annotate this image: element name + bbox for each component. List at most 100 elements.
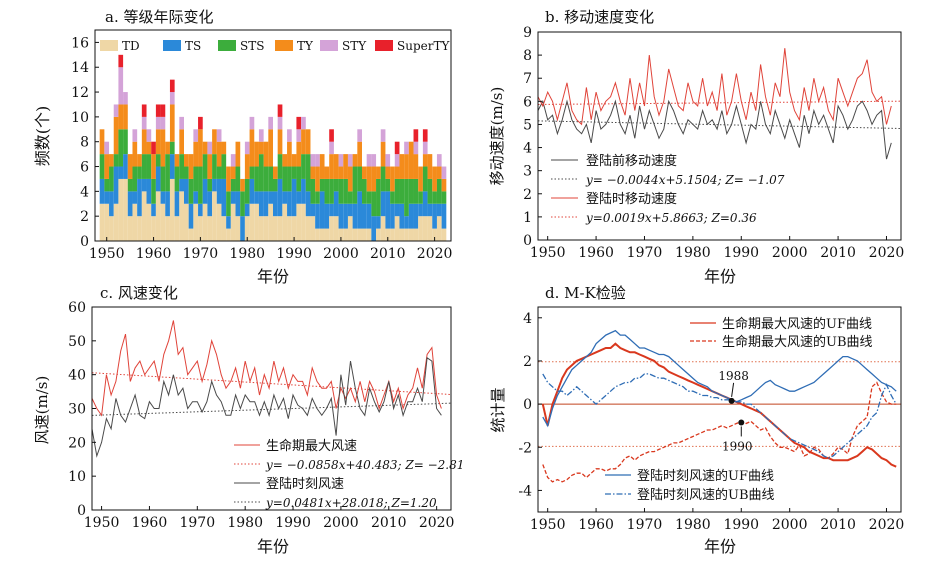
- panel-c-ytick-label: 50: [68, 334, 86, 350]
- bar-TD-2013: [399, 228, 405, 241]
- trend-line-0: [91, 372, 452, 396]
- panel-d-xtick-label: 1990: [723, 517, 759, 533]
- bar-TD-1987: [277, 216, 283, 241]
- bar-SuperTY-1960: [151, 141, 156, 155]
- panel-a-ytick-label: 14: [71, 60, 89, 76]
- bar-TD-1981: [249, 203, 255, 241]
- bar-STY-1961: [155, 116, 161, 130]
- bar-STY-2002: [347, 154, 353, 167]
- bar-TD-1957: [137, 216, 142, 241]
- bar-TY-1981: [249, 129, 255, 167]
- bar-TY-2002: [347, 166, 353, 192]
- legend-label-2: 登陆时刻风速的UF曲线: [637, 468, 774, 484]
- panel-d-ytick-label: 0: [523, 397, 532, 413]
- bar-TD-1995: [315, 228, 320, 241]
- bar-TS-1987: [277, 178, 283, 217]
- bar-STY-2018: [422, 141, 428, 155]
- bar-TS-1977: [230, 191, 236, 204]
- bar-TS-1996: [319, 191, 325, 229]
- bar-TY-1956: [132, 141, 138, 167]
- bar-STS-2005: [362, 178, 367, 204]
- bar-TY-1949: [99, 129, 105, 155]
- bar-TY-1984: [263, 141, 269, 167]
- bar-STS-1982: [254, 166, 259, 192]
- panel-c-ytick-label: 30: [68, 402, 86, 418]
- trend-line-1: [537, 100, 902, 105]
- legend-swatch-TD: [100, 40, 118, 51]
- bar-TD-1982: [254, 203, 259, 241]
- panel-a-ytick-label: 10: [71, 110, 89, 126]
- mk-series-3: [542, 373, 897, 459]
- bar-TS-1981: [249, 178, 255, 204]
- bar-TY-1954: [123, 104, 128, 130]
- bar-STY-2016: [413, 141, 419, 155]
- bar-SuperTY-1987: [277, 104, 283, 117]
- panel-c-xtick-label: 2010: [371, 515, 407, 531]
- bar-TD-1984: [263, 216, 269, 241]
- bar-TY-1990: [291, 154, 297, 167]
- legend-label-1: y= −0.0858x+40.483; Z= −2.81: [265, 458, 464, 472]
- bar-STS-2012: [394, 178, 400, 204]
- panel-b-ytick-label: 9: [523, 25, 532, 41]
- bar-STS-1993: [305, 154, 311, 192]
- bar-TY-1960: [151, 154, 156, 179]
- bar-STS-1994: [310, 178, 316, 204]
- panel-b-axes: 1950 1960 1970 1980 1990 2000 2010 2020 0 1 2 3 4 5 6 7…: [523, 25, 904, 261]
- legend-label-2: 登陆时刻风速: [266, 476, 344, 492]
- bar-TS-1986: [273, 191, 278, 217]
- bar-STY-1962: [160, 116, 166, 130]
- legend-label-0: 生命期最大风速: [266, 438, 357, 454]
- bar-TY-2011: [390, 166, 395, 192]
- bar-STS-1958: [141, 154, 147, 179]
- bar-TD-1972: [207, 216, 213, 241]
- panel-a-frame: [94, 29, 452, 242]
- bar-STY-1974: [216, 129, 222, 142]
- bar-TS-1949: [99, 178, 105, 204]
- bar-STY-2004: [357, 129, 362, 142]
- bar-STS-2002: [347, 191, 353, 204]
- bar-TD-1983: [258, 216, 264, 241]
- bar-TY-2006: [366, 166, 372, 192]
- bar-STY-1966: [179, 116, 184, 130]
- bar-TY-2004: [357, 141, 362, 167]
- series-line-0: [91, 320, 442, 417]
- bar-TS-2022: [441, 203, 447, 229]
- bar-TY-2003: [352, 154, 358, 167]
- bar-TD-2011: [390, 228, 395, 241]
- bar-TD-1968: [188, 228, 194, 241]
- bar-TS-1964: [169, 154, 175, 179]
- panel-b: b. 移动速度变化 1950 1960 1970 1980 1990 2000 2010 20…: [488, 8, 904, 286]
- bar-TS-1995: [315, 203, 320, 229]
- bar-STS-1998: [329, 178, 334, 204]
- bar-STS-2017: [418, 191, 423, 204]
- bar-TD-1986: [273, 216, 278, 241]
- bar-TD-1958: [141, 191, 147, 241]
- bar-TD-1976: [226, 228, 231, 241]
- bar-TY-1978: [235, 141, 241, 167]
- panel-a-ytick-label: 8: [80, 135, 89, 151]
- bar-TS-1976: [226, 216, 231, 229]
- bar-STS-1985: [268, 166, 273, 192]
- bar-TD-1993: [305, 216, 311, 241]
- annotation-leader-1988: [731, 382, 735, 397]
- legend-label-TD: TD: [122, 39, 140, 53]
- legend-label-2: 登陆时移动速度: [586, 191, 677, 207]
- bar-STY-1981: [249, 116, 255, 130]
- bar-TY-1979: [240, 178, 245, 192]
- bar-TS-2008: [376, 216, 381, 229]
- bar-TY-1967: [184, 154, 189, 167]
- bar-STS-1979: [240, 191, 245, 217]
- bar-TS-2005: [362, 203, 367, 229]
- bar-TS-1967: [184, 178, 189, 204]
- bar-STS-2020: [432, 191, 437, 204]
- bar-TD-1996: [319, 228, 325, 241]
- panel-d-ytick-label: 4: [523, 311, 532, 327]
- bar-TS-1970: [198, 203, 203, 217]
- bar-SuperTY-1991: [296, 116, 302, 130]
- bar-TD-1991: [296, 203, 302, 241]
- panel-d-ytick-label: -2: [518, 440, 532, 456]
- bar-STY-1998: [329, 141, 334, 155]
- panel-c-xtick-label: 2020: [419, 515, 455, 531]
- bar-TS-1989: [287, 191, 292, 217]
